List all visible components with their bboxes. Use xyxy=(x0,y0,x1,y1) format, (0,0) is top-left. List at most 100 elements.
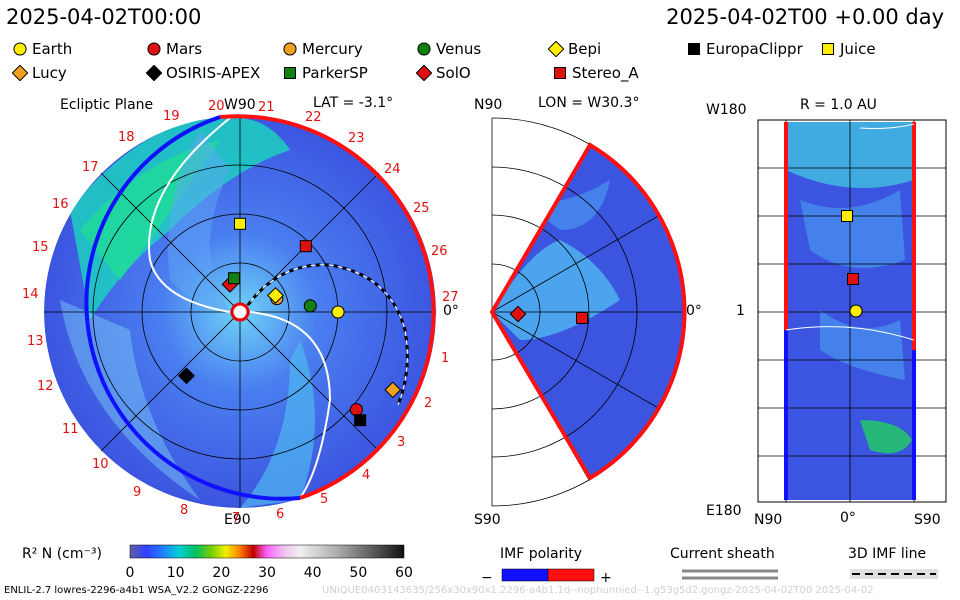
sphere-r-label: R = 1.0 AU xyxy=(800,97,877,113)
meridional-bottom-label: S90 xyxy=(474,512,501,528)
sector-number: 19 xyxy=(163,109,180,124)
sector-number: 23 xyxy=(348,131,365,146)
marker-earth xyxy=(331,305,345,319)
legend-item-bepi: Bepi xyxy=(548,40,601,58)
marker-bepi xyxy=(267,287,284,304)
body-markers xyxy=(178,210,863,427)
sector-number: 13 xyxy=(27,334,44,349)
legend-marker-icon xyxy=(284,67,296,79)
ecliptic-top-label: W90 xyxy=(224,97,256,113)
colorbar-tick-label: 0 xyxy=(126,565,135,581)
ecliptic-bottom-label: E90 xyxy=(224,512,251,528)
legend-label: ParkerSP xyxy=(302,64,368,82)
current-sheath-lines xyxy=(148,117,332,499)
colorbar-tick-label: 40 xyxy=(304,565,322,581)
marker-mars xyxy=(349,403,363,417)
header-time-right: 2025-04-02T00 +0.00 day xyxy=(666,5,944,29)
marker-europaclippr xyxy=(354,414,367,427)
legend-item-earth: Earth xyxy=(12,40,72,58)
sector-number: 16 xyxy=(52,197,69,212)
sector-number: 8 xyxy=(180,503,188,518)
legend-label: Juice xyxy=(840,40,876,58)
imf-polarity-title: IMF polarity xyxy=(500,546,582,562)
legend-label: SolO xyxy=(436,64,471,82)
legend-item-stereo-a: Stereo_A xyxy=(552,64,639,82)
meridional-right-label: 0° xyxy=(686,303,702,319)
imf-polarity-plus: + xyxy=(600,570,612,586)
legend-label: Lucy xyxy=(32,64,67,82)
imf-negative-swatch xyxy=(501,568,549,582)
legend-label: OSIRIS-APEX xyxy=(166,64,261,82)
sector-number: 11 xyxy=(62,422,79,437)
sector-number: 24 xyxy=(384,162,401,177)
legend-item-lucy: Lucy xyxy=(12,64,67,82)
ecliptic-polarity-ring-positive xyxy=(219,114,436,500)
legend-label: Bepi xyxy=(568,40,602,58)
marker-juice-panel xyxy=(841,210,853,222)
sector-number: 4 xyxy=(362,468,370,483)
marker-earth-panel xyxy=(849,304,863,318)
legend-item-parkersp: ParkerSP xyxy=(282,64,368,82)
ecliptic-polarity-ring-negative xyxy=(84,115,301,501)
legend-marker-icon xyxy=(554,67,566,79)
sector-number: 27 xyxy=(442,290,459,305)
sector-number: 21 xyxy=(258,100,275,115)
sphere-x-label-n90: N90 xyxy=(754,512,783,528)
legend-item-osiris-apex: OSIRIS-APEX xyxy=(146,64,260,82)
footer-model: ENLIL-2.7 lowres-2296-a4b1 WSA_V2.2 GONG… xyxy=(4,585,269,596)
imf-positive-swatch xyxy=(547,568,595,582)
imf-polarity-minus: − xyxy=(481,570,493,586)
marker-osiris-apex xyxy=(178,367,195,385)
marker-venus xyxy=(303,299,317,313)
imf-line xyxy=(246,263,409,406)
sector-number: 7 xyxy=(232,511,240,526)
legend-label: Venus xyxy=(436,40,482,58)
sector-number: 10 xyxy=(92,457,109,472)
legend-marker-icon xyxy=(12,65,28,81)
sphere-x-label-s90: S90 xyxy=(914,512,941,528)
marker-parkersp xyxy=(228,272,241,285)
sphere-mid-label: 1 xyxy=(736,303,745,319)
colorbar-tick-label: 30 xyxy=(258,565,276,581)
sector-number: 18 xyxy=(118,130,135,145)
sector-number: 5 xyxy=(320,492,328,507)
legend-item-mercury: Mercury xyxy=(282,40,363,58)
ecliptic-lat-label: LAT = -3.1° xyxy=(313,95,394,111)
legend-label: Mercury xyxy=(302,40,363,58)
ecliptic-title: Ecliptic Plane xyxy=(60,97,154,113)
sector-number: 2 xyxy=(424,396,432,411)
sector-number: 14 xyxy=(22,287,39,302)
sphere-bottom-left-label: E180 xyxy=(706,503,742,519)
marker-stereo-a-panel xyxy=(576,312,588,324)
legend-marker-icon xyxy=(147,42,161,56)
meridional-panel xyxy=(489,117,687,507)
marker-stereo-a-panel xyxy=(847,273,859,285)
sector-number: 17 xyxy=(82,160,99,175)
current-sheath-title: Current sheath xyxy=(670,546,775,562)
legend-item-mars: Mars xyxy=(146,40,202,58)
marker-juice xyxy=(234,217,246,230)
legend-marker-icon xyxy=(548,41,564,57)
colorbar xyxy=(129,544,405,559)
legend-marker-icon xyxy=(416,65,432,81)
sector-number: 22 xyxy=(305,110,322,125)
legend-marker-icon xyxy=(688,43,700,55)
sector-number: 25 xyxy=(413,201,430,216)
legend-item-europaclippr: EuropaClippr xyxy=(686,40,803,58)
colorbar-tick-label: 60 xyxy=(395,565,413,581)
sun-marker xyxy=(230,302,250,322)
ecliptic-right-label: 0° xyxy=(443,303,459,319)
marker-solo-panel xyxy=(509,305,527,323)
sector-number: 15 xyxy=(32,240,49,255)
legend-marker-icon xyxy=(283,42,297,56)
sector-number: 6 xyxy=(276,507,284,522)
legend-marker-icon xyxy=(13,42,27,56)
header-time-left: 2025-04-02T00:00 xyxy=(6,5,202,29)
legend-label: Earth xyxy=(32,40,73,58)
legend-label: EuropaClippr xyxy=(706,40,803,58)
meridional-lon-label: LON = W30.3° xyxy=(538,95,640,111)
marker-lucy xyxy=(384,381,402,399)
colorbar-label: R² N (cm⁻³) xyxy=(22,546,102,562)
colorbar-tick-label: 10 xyxy=(167,565,185,581)
sector-number: 26 xyxy=(431,244,448,259)
